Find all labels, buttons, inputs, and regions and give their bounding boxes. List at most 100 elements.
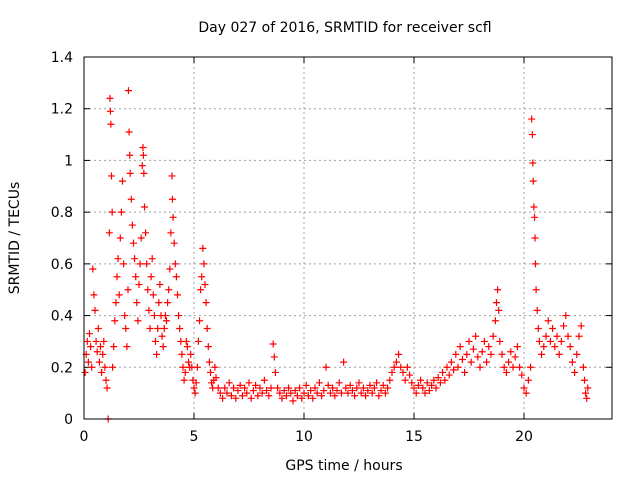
data-point — [531, 260, 539, 268]
data-point — [223, 389, 231, 397]
data-point — [571, 368, 579, 376]
data-point — [575, 332, 583, 340]
data-point — [351, 392, 359, 400]
data-point — [214, 384, 222, 392]
data-point — [84, 358, 92, 366]
data-point — [528, 115, 536, 123]
data-point — [243, 389, 251, 397]
data-point — [216, 389, 224, 397]
data-point — [202, 299, 210, 307]
data-point — [135, 281, 143, 289]
data-point — [531, 234, 539, 242]
x-tick-label: 15 — [405, 429, 423, 445]
data-point — [168, 172, 176, 180]
data-point — [199, 244, 207, 252]
data-point — [125, 128, 133, 136]
data-point — [160, 325, 168, 332]
data-point — [428, 381, 436, 389]
data-point — [201, 281, 209, 289]
data-point — [227, 392, 235, 400]
data-point — [131, 255, 139, 263]
data-point — [270, 353, 278, 361]
data-point — [520, 384, 528, 392]
data-point — [100, 337, 108, 345]
grid — [84, 57, 612, 419]
data-point — [467, 358, 475, 366]
data-point — [123, 343, 131, 351]
data-point — [232, 394, 240, 402]
data-point — [274, 384, 282, 392]
data-point — [495, 306, 503, 314]
data-point — [285, 384, 293, 392]
data-point — [425, 387, 433, 395]
data-point — [573, 350, 581, 358]
data-point — [179, 363, 187, 371]
data-point — [182, 337, 190, 345]
data-point — [450, 366, 458, 374]
data-point — [153, 350, 161, 358]
data-point — [324, 381, 332, 389]
data-point — [167, 229, 175, 237]
data-point — [491, 317, 499, 325]
data-point — [230, 384, 238, 392]
data-point — [238, 392, 246, 400]
data-point — [163, 317, 170, 325]
data-point — [366, 381, 374, 389]
data-point — [318, 392, 326, 400]
data-point — [256, 384, 264, 392]
data-point — [207, 368, 214, 376]
data-point — [528, 131, 536, 139]
data-point — [249, 387, 257, 395]
x-tick-label: 0 — [80, 429, 89, 445]
data-point — [158, 332, 166, 340]
data-point — [516, 363, 524, 371]
data-point — [241, 384, 249, 392]
data-point — [307, 387, 315, 395]
data-point — [329, 384, 337, 392]
data-point — [236, 381, 244, 389]
data-point — [483, 358, 491, 366]
data-point — [443, 363, 451, 371]
data-point — [417, 376, 425, 384]
data-point — [212, 374, 220, 382]
data-point — [89, 265, 97, 273]
data-point — [278, 394, 286, 402]
data-point — [551, 343, 559, 351]
data-point — [187, 350, 195, 358]
data-point — [399, 368, 407, 376]
data-point — [291, 387, 299, 395]
data-point — [370, 384, 378, 392]
data-point — [165, 286, 173, 294]
data-point — [346, 381, 354, 389]
data-point — [304, 392, 312, 400]
data-point — [562, 312, 570, 320]
data-point — [87, 343, 95, 351]
data-point — [183, 343, 191, 351]
data-point — [119, 177, 126, 185]
data-point — [421, 389, 429, 397]
data-point — [263, 387, 271, 395]
x-tick-label: 5 — [190, 429, 199, 445]
data-point — [126, 169, 134, 177]
data-point — [93, 348, 101, 356]
data-point — [102, 376, 110, 384]
data-point — [538, 350, 546, 358]
data-point — [114, 255, 122, 263]
data-point — [293, 392, 301, 400]
data-point — [97, 343, 104, 351]
plot-frame — [83, 56, 613, 420]
data-point — [106, 107, 114, 115]
data-point — [169, 213, 177, 221]
data-point — [88, 363, 96, 371]
data-point — [142, 229, 150, 237]
data-point — [502, 368, 510, 376]
data-point — [254, 392, 262, 400]
data-point — [542, 332, 550, 340]
data-point — [155, 299, 163, 307]
data-point — [535, 337, 543, 345]
data-point — [458, 356, 466, 364]
chart-title: Day 027 of 2016, SRMTID for receiver scf… — [198, 20, 491, 36]
data-point — [164, 299, 172, 307]
data-point — [166, 265, 174, 273]
